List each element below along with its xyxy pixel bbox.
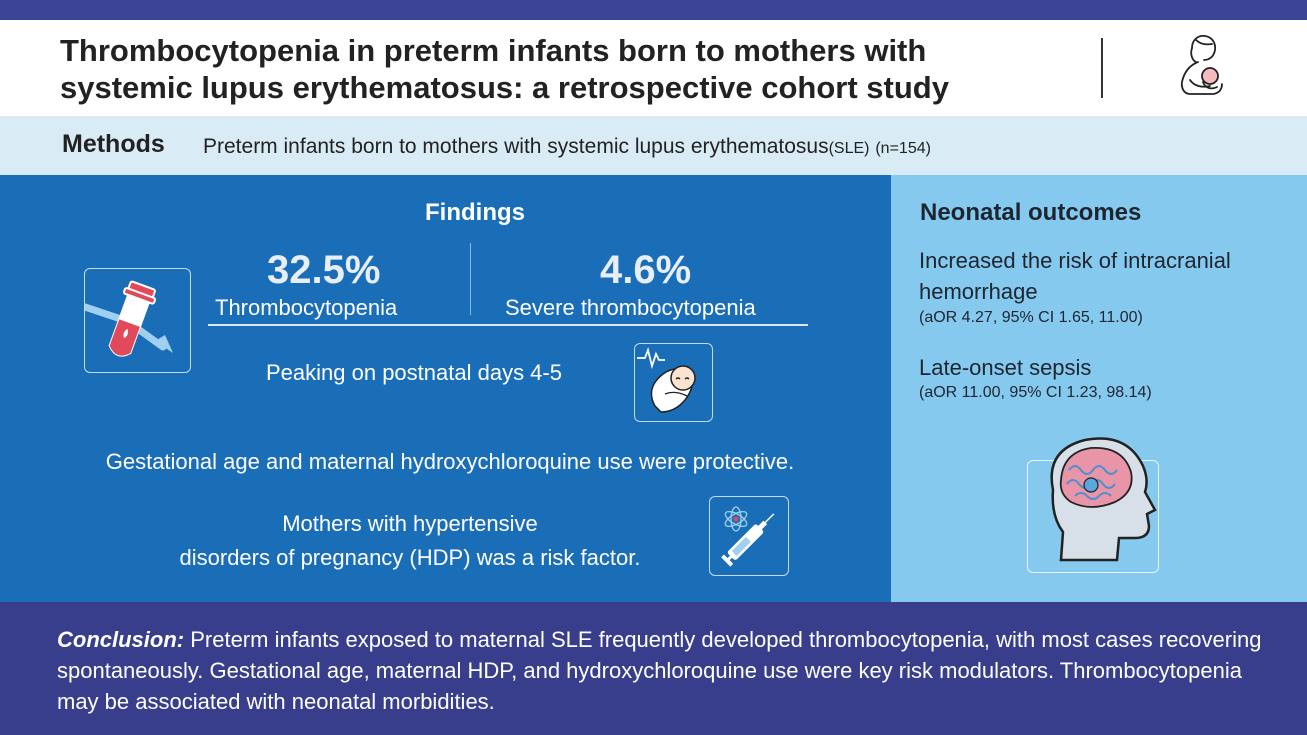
title-line-1: Thrombocytopenia in preterm infants born…	[60, 33, 927, 68]
severe-thrombocytopenia-rate: 4.6%	[600, 248, 692, 292]
brain-head-icon	[1050, 437, 1157, 562]
thrombocytopenia-rate: 32.5%	[267, 248, 381, 292]
methods-description: Preterm infants born to mothers with sys…	[203, 135, 931, 159]
methods-sample-size: (n=154)	[875, 140, 931, 157]
peaking-text: Peaking on postnatal days 4-5	[266, 360, 562, 385]
newborn-baby-icon-box	[634, 343, 713, 422]
outcomes-section: Neonatal outcomes Increased the risk of …	[891, 175, 1307, 602]
findings-title: Findings	[425, 199, 525, 226]
newborn-baby-icon	[637, 346, 696, 413]
outcomes-title: Neonatal outcomes	[920, 199, 1142, 226]
outcome-sepsis-stats: (aOR 11.00, 95% CI 1.23, 98.14)	[919, 384, 1152, 401]
outcome-ich-stats: (aOR 4.27, 95% CI 1.65, 11.00)	[919, 309, 1143, 326]
hdp-text-line-1: Mothers with hypertensive	[282, 511, 538, 536]
syringe-icon-box	[709, 496, 789, 576]
mother-baby-icon	[1180, 35, 1223, 95]
stat-underline	[208, 324, 808, 326]
title-divider	[1101, 38, 1103, 98]
top-bar	[0, 0, 1307, 20]
methods-text: Preterm infants born to mothers with sys…	[203, 135, 829, 158]
methods-section: Methods Preterm infants born to mothers …	[0, 116, 1307, 175]
conclusion-text: Conclusion: Preterm infants exposed to m…	[57, 624, 1277, 717]
hdp-text-line-2: disorders of pregnancy (HDP) was a risk …	[179, 545, 641, 570]
methods-abbrev: (SLE)	[828, 140, 870, 157]
conclusion-section: Conclusion: Preterm infants exposed to m…	[0, 602, 1307, 735]
protective-factors-text: Gestational age and maternal hydroxychlo…	[105, 449, 795, 474]
findings-section: Findings 32.5% Thrombocytopenia 4.6% Sev…	[0, 175, 891, 602]
severe-thrombocytopenia-label: Severe thrombocytopenia	[505, 295, 756, 320]
methods-heading: Methods	[62, 130, 165, 158]
header: Thrombocytopenia in preterm infants born…	[0, 20, 1307, 116]
title-line-2: systemic lupus erythematosus: a retrospe…	[60, 70, 949, 105]
outcome-sepsis: Late-onset sepsis	[919, 355, 1092, 380]
page-title: Thrombocytopenia in preterm infants born…	[60, 32, 1080, 106]
conclusion-body: Preterm infants exposed to maternal SLE …	[57, 627, 1262, 714]
stat-divider	[470, 243, 471, 315]
conclusion-label: Conclusion:	[57, 627, 185, 652]
blood-tube-icon-box	[81, 268, 191, 373]
outcome-ich: Increased the risk of intracranial hemor…	[919, 248, 1231, 304]
thrombocytopenia-label: Thrombocytopenia	[215, 295, 398, 320]
syringe-icon	[721, 506, 775, 567]
blood-tube-icon	[81, 280, 173, 357]
